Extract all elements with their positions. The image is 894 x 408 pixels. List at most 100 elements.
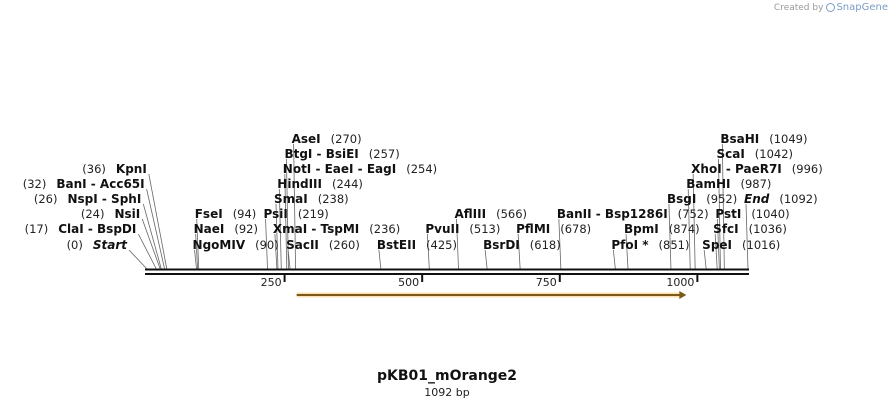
site-name-xhoi-paer7i: XhoI - PaeR7I [691,162,782,176]
leader-hindiii [278,188,282,270]
site-pos-bamhi: (987) [740,177,771,191]
site-pos-btgi-bsiei: (257) [369,147,400,161]
site-pos-start: (0) [67,238,83,252]
leader-psti [716,218,720,270]
feature-arrowhead-icon [679,291,687,299]
site-name-pvuii: PvuII [425,222,459,236]
leader-clai-bspdi [138,233,157,270]
leader-ngomiv [194,249,197,270]
site-name-bamhi: BamHI [686,177,730,191]
map-length: 1092 bp [424,386,470,399]
site-pos-sacii: (260) [329,238,360,252]
site-pos-pvuii: (513) [469,222,500,236]
site-name-bsteii: BstEII [377,238,416,252]
site-pos-kpni: (36) [82,162,106,176]
site-pos-asei: (270) [331,132,362,146]
site-name-pfoi: PfoI * [611,238,649,252]
site-name-naei: NaeI [194,222,225,236]
leader-noti-eaei-eagi [284,173,288,270]
site-name-end: End [744,192,770,206]
site-name-kpni: KpnI [116,162,147,176]
site-name-smai: SmaI [274,192,308,206]
site-name-asei: AseI [292,132,321,146]
site-name-bani-acc65i: BanI - Acc65I [56,177,144,191]
leader-asei [293,143,296,270]
scale-tick-label: 750 [536,276,557,289]
leader-bsrdi [484,249,488,270]
scale-tick-label: 250 [261,276,282,289]
leader-smai [275,203,279,270]
scale-tick-label: 1000 [666,276,694,289]
site-pos-bsgi: (952) [706,192,737,206]
site-name-banii-bsp1286i: BanII - Bsp1286I [557,207,668,221]
site-pos-bsrdi: (618) [530,238,561,252]
site-pos-psii: (219) [298,207,329,221]
site-pos-bpmi: (874) [669,222,700,236]
site-name-btgi-bsiei: BtgI - BsiEI [284,147,358,161]
site-pos-bsteii: (425) [426,238,457,252]
site-name-xmai-tspmi: XmaI - TspMI [273,222,359,236]
site-name-noti-eaei-eagi: NotI - EaeI - EagI [283,162,396,176]
site-labels: ClaI - BspDI (17) Start (0) NsiI (24)NspI - S… [23,132,823,252]
site-name-pflmi: PflMI [516,222,550,236]
leader-bsgi [668,203,672,270]
leader-spei [703,249,707,270]
map-title: pKB01_mOrange2 [376,368,518,384]
site-pos-banii-bsp1286i: (752) [678,207,709,221]
site-pos-afliii: (566) [496,207,527,221]
leader-pvuii [426,233,430,270]
dna-backbone [145,268,749,275]
site-name-scai: ScaI [716,147,744,161]
leader-end [745,203,749,270]
snapgene-logo-icon [826,3,836,12]
site-pos-pfoi: (851) [659,238,690,252]
scale-ticks: 250 500 750 1000 [261,275,699,289]
site-name-clai-bspdi: ClaI - BspDI [58,222,136,236]
site-pos-spei: (1016) [742,238,780,252]
leader-bamhi [687,188,691,270]
feature-arrows [296,291,687,299]
site-pos-xmai-tspmi: (236) [369,222,400,236]
site-name-sfci: SfcI [713,222,738,236]
leader-nsii [141,218,161,270]
site-name-start: Start [93,238,128,252]
site-pos-scai: (1042) [755,147,793,161]
site-pos-bsahi: (1049) [769,132,807,146]
scale-tick-label: 500 [398,276,419,289]
site-pos-bani-acc65i: (32) [23,177,47,191]
leader-bsteii [378,249,382,270]
site-name-bsrdi: BsrDI [483,238,520,252]
leader-pflmi [517,233,521,270]
site-pos-hindiii: (244) [332,177,363,191]
site-name-bpmi: BpmI [624,222,659,236]
leader-fsei [196,218,200,270]
site-pos-nsii: (24) [81,207,105,221]
leader-psii [265,218,268,270]
site-pos-smai: (238) [318,192,349,206]
site-pos-fsei: (94) [233,207,257,221]
leader-scai [718,158,721,270]
leader-bpmi [625,233,629,270]
site-name-afliii: AflIII [455,207,487,221]
site-pos-xhoi-paer7i: (996) [792,162,823,176]
snapgene-credit: Created by SnapGene [774,2,888,13]
site-pos-ngomiv: (90) [255,238,279,252]
site-name-spei: SpeI [702,238,732,252]
leader-nspi-sphi [142,203,162,270]
site-name-psti: PstI [715,207,741,221]
site-name-nspi-sphi: NspI - SphI [67,192,141,206]
leader-bani-acc65i [146,188,166,270]
site-pos-naei: (92) [234,222,258,236]
credit-prefix: Created by [773,3,824,13]
site-pos-noti-eaei-eagi: (254) [406,162,437,176]
site-pos-end: (1092) [779,192,817,206]
site-name-hindiii: HindIII [277,177,322,191]
site-name-ngomiv: NgoMIV [193,238,246,252]
site-pos-sfci: (1036) [749,222,787,236]
leader-start [128,249,148,270]
map-title-block: pKB01_mOrange2 1092 bp [0,368,894,399]
leader-pfoi [612,249,616,270]
leader-kpni [148,173,168,270]
site-pos-clai-bspdi: (17) [25,222,49,236]
